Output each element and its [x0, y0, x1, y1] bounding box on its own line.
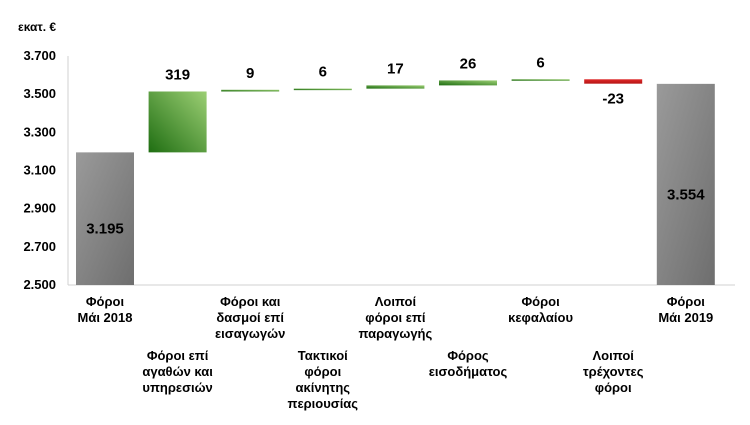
data-label: 17: [387, 60, 404, 77]
bar-3: [221, 89, 280, 92]
category-label: Φόροι κεφαλαίου: [508, 294, 574, 325]
data-label: 6: [319, 64, 327, 81]
bar-7: [511, 79, 570, 81]
data-label: 26: [460, 55, 477, 72]
data-label: 9: [246, 65, 254, 82]
bar-9: [656, 83, 715, 285]
data-label: -23: [602, 91, 624, 108]
category-label: Φόρος εισοδήματος: [428, 348, 508, 379]
category-label: Φόροι επί αγαθών και υπηρεσιών: [142, 348, 213, 395]
unit-label: εκατ. €: [18, 20, 57, 34]
y-tick-label: 3.100: [23, 163, 56, 178]
data-label: 3.195: [86, 221, 124, 238]
y-tick-label: 3.500: [23, 86, 56, 101]
y-tick-label: 2.700: [23, 239, 56, 254]
category-label: Τακτικοί φόροι ακίνητης περιουσίας: [287, 348, 359, 411]
category-label: Λοιποί φόροι επί παραγωγής: [358, 294, 433, 341]
category-label: Λοιποί τρέχοντες φόροι: [582, 348, 644, 395]
bar-8: [584, 79, 643, 84]
y-tick-label: 2.900: [23, 201, 56, 216]
y-tick-label: 3.300: [23, 124, 56, 139]
bar-5: [366, 85, 425, 89]
data-label: 6: [536, 54, 544, 71]
bar-4: [293, 88, 352, 91]
data-label: 3.554: [667, 186, 705, 203]
category-label: Φόροι Μάι 2019: [658, 294, 714, 325]
y-tick-label: 2.500: [23, 277, 56, 292]
category-label: Φόροι Μάι 2018: [77, 294, 133, 325]
bar-1: [76, 152, 134, 285]
y-tick-label: 3.700: [23, 48, 56, 63]
bar-6: [439, 80, 497, 86]
category-label: Φόροι και δασμοί επί εισαγωγών: [215, 294, 286, 341]
bar-2: [148, 91, 207, 153]
data-label: 319: [165, 66, 190, 83]
